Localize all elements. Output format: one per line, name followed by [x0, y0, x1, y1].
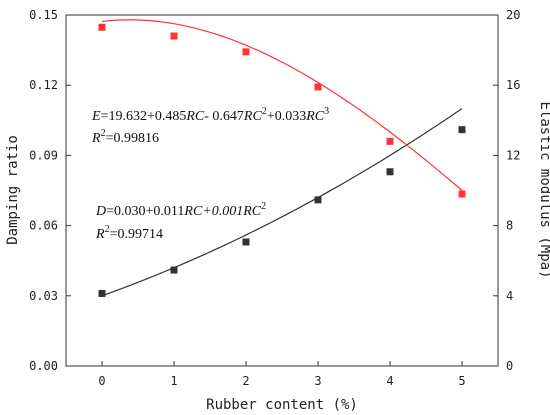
r-squared-elastic-modulus: R2=0.99816 — [91, 128, 159, 146]
right-y-tick-label: 20 — [506, 8, 520, 22]
equation-elastic-modulus: E=19.632+0.485RC- 0.647RC2+0.033RC3 — [91, 106, 329, 124]
damping-ratio-point — [170, 266, 178, 274]
x-axis-ticks: 0 1 2 3 4 5 — [98, 361, 466, 388]
damping-ratio-point — [458, 126, 466, 134]
right-y-tick-label: 8 — [506, 219, 513, 233]
damping-ratio-point — [242, 238, 250, 246]
elastic-modulus-point — [170, 32, 178, 40]
damping-ratio-point — [98, 289, 106, 297]
elastic-modulus-point — [314, 83, 322, 91]
x-tick-label: 0 — [98, 374, 105, 388]
plot-frame — [65, 14, 499, 367]
x-tick-label: 4 — [386, 374, 393, 388]
data-markers — [98, 23, 466, 297]
elastic-modulus-point — [98, 23, 106, 31]
left-y-tick-label: 0.12 — [29, 78, 58, 92]
x-tick-label: 3 — [314, 374, 321, 388]
equation-damping-ratio: D=0.030+0.011RC+0.001RC2 — [95, 201, 266, 219]
damping-ratio-point — [386, 168, 394, 176]
x-axis-title: Rubber content (%) — [206, 397, 358, 413]
right-axis-title: Elastic modulus (Mpa) — [537, 101, 550, 278]
x-tick-label: 2 — [242, 374, 249, 388]
x-tick-label: 5 — [458, 374, 465, 388]
left-y-tick-label: 0.00 — [29, 359, 58, 373]
fit-curves — [101, 19, 463, 297]
right-axis-ticks: 0 4 8 12 16 20 — [493, 8, 520, 373]
left-y-tick-label: 0.09 — [29, 148, 58, 162]
elastic-modulus-point — [386, 137, 394, 145]
left-y-tick-label: 0.03 — [29, 289, 58, 303]
elastic-modulus-point — [458, 190, 466, 198]
x-tick-label: 1 — [170, 374, 177, 388]
left-axis-ticks: 0.00 0.03 0.06 0.09 0.12 0.15 — [29, 8, 71, 373]
right-y-tick-label: 4 — [506, 289, 513, 303]
left-y-tick-label: 0.06 — [29, 219, 58, 233]
elastic-modulus-point — [242, 48, 250, 56]
left-y-tick-label: 0.15 — [29, 8, 58, 22]
left-axis-title: Damping ratio — [5, 135, 21, 245]
right-y-tick-label: 12 — [506, 148, 520, 162]
elastic-modulus-fit-line — [101, 19, 463, 191]
damping-ratio-fit-line — [101, 108, 463, 297]
damping-ratio-point — [314, 196, 322, 204]
right-y-tick-label: 0 — [506, 359, 513, 373]
right-y-tick-label: 16 — [506, 78, 520, 92]
r-squared-damping-ratio: R2=0.99714 — [95, 224, 163, 242]
